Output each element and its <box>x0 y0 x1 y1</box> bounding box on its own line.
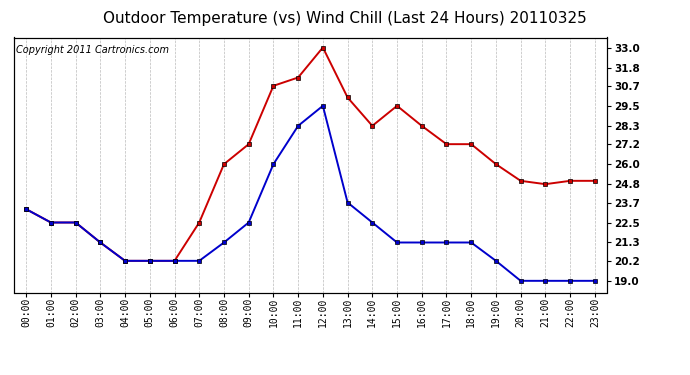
Text: Copyright 2011 Cartronics.com: Copyright 2011 Cartronics.com <box>16 45 168 55</box>
Text: Outdoor Temperature (vs) Wind Chill (Last 24 Hours) 20110325: Outdoor Temperature (vs) Wind Chill (Las… <box>103 11 587 26</box>
